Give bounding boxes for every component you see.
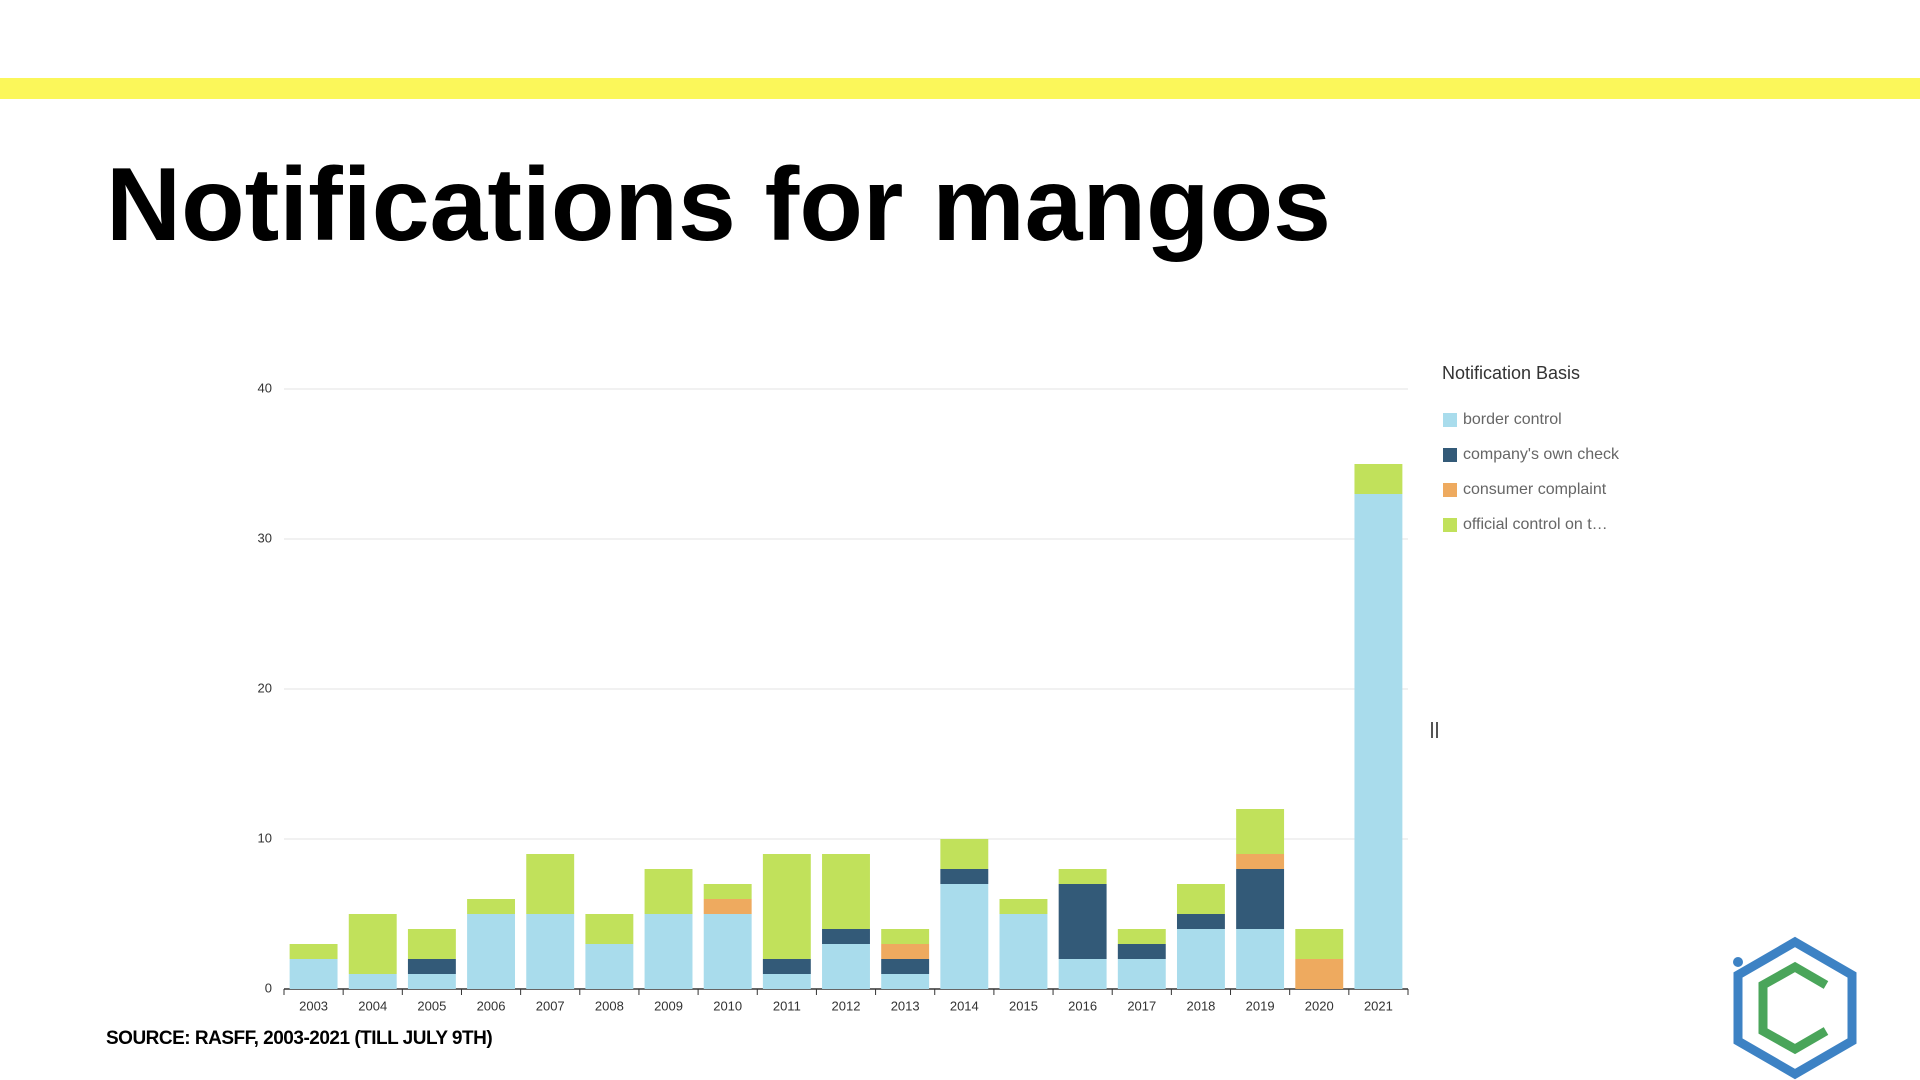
- bar-segment: [1176, 929, 1225, 989]
- legend-title: Notification Basis: [1442, 363, 1580, 383]
- bar-segment: [1236, 929, 1285, 989]
- legend-label: official control on t…: [1463, 516, 1608, 533]
- bar-segment: [289, 959, 338, 989]
- x-tick-label: 2005: [417, 998, 446, 1013]
- bar-segment: [1117, 959, 1166, 989]
- x-tick-label: 2017: [1127, 998, 1156, 1013]
- bar-segment: [762, 974, 811, 989]
- bar-segment: [1354, 464, 1403, 494]
- x-tick-label: 2015: [1009, 998, 1038, 1013]
- bar-segment: [407, 974, 456, 989]
- legend-swatch: [1443, 448, 1457, 462]
- x-tick-label: 2012: [832, 998, 861, 1013]
- bar-segment: [881, 974, 930, 989]
- x-tick-label: 2019: [1246, 998, 1275, 1013]
- y-tick-label: 30: [258, 530, 272, 545]
- x-tick-label: 2009: [654, 998, 683, 1013]
- legend-label: company's own check: [1463, 446, 1620, 463]
- bar-segment: [1117, 929, 1166, 944]
- bar-segment: [703, 914, 752, 989]
- bar-segment: [999, 914, 1048, 989]
- bar-segment: [940, 884, 989, 989]
- legend-swatch: [1443, 413, 1457, 427]
- bar-segment: [1117, 944, 1166, 959]
- bar-segment: [881, 929, 930, 944]
- bar-segment: [526, 854, 575, 914]
- resize-handle[interactable]: [1431, 722, 1438, 738]
- bar-segment: [1295, 929, 1344, 959]
- bar-segment: [289, 944, 338, 959]
- bar-segment: [467, 899, 516, 914]
- bar-segment: [822, 929, 870, 944]
- bar-segment: [881, 959, 930, 974]
- accent-band: [0, 78, 1920, 99]
- bar-segment: [881, 944, 930, 959]
- x-tick-label: 2016: [1068, 998, 1097, 1013]
- x-tick-label: 2018: [1186, 998, 1215, 1013]
- legend-label: border control: [1463, 411, 1562, 428]
- x-tick-label: 2020: [1305, 998, 1334, 1013]
- bar-segment: [1354, 494, 1403, 989]
- bar-segment: [644, 869, 693, 914]
- bar-segment: [822, 854, 870, 929]
- x-tick-label: 2004: [358, 998, 387, 1013]
- x-tick-label: 2021: [1364, 998, 1393, 1013]
- x-tick-label: 2007: [536, 998, 565, 1013]
- bar-segment: [1176, 914, 1225, 929]
- legend-label: consumer complaint: [1463, 481, 1607, 498]
- bar-segment: [940, 869, 989, 884]
- logo: [1733, 936, 1857, 1080]
- bar-segment: [407, 959, 456, 974]
- bar-segment: [407, 929, 456, 959]
- bar-segment: [526, 914, 575, 989]
- x-tick-label: 2013: [891, 998, 920, 1013]
- bar-segment: [1176, 884, 1225, 914]
- bar-segment: [703, 884, 752, 899]
- bar-segment: [1236, 809, 1285, 854]
- slide-title: Notifications for mangos: [106, 147, 1331, 263]
- x-tick-label: 2011: [773, 998, 801, 1013]
- legend-swatch: [1443, 483, 1457, 497]
- source-note: SOURCE: RASFF, 2003-2021 (TILL JULY 9TH): [106, 1028, 492, 1049]
- bar-segment: [822, 944, 870, 989]
- y-tick-label: 0: [265, 980, 272, 995]
- bar-segment: [762, 959, 811, 974]
- bar-segment: [585, 944, 634, 989]
- bar-segment: [703, 899, 752, 914]
- bar-segment: [644, 914, 693, 989]
- x-tick-label: 2006: [477, 998, 506, 1013]
- bar-segment: [467, 914, 516, 989]
- x-tick-label: 2003: [299, 998, 328, 1013]
- bar-segment: [1236, 869, 1285, 929]
- y-tick-label: 40: [258, 380, 272, 395]
- legend-swatch: [1443, 518, 1457, 532]
- bar-segment: [999, 899, 1048, 914]
- y-tick-label: 20: [258, 680, 272, 695]
- bar-segment: [762, 854, 811, 959]
- bar-segment: [1236, 854, 1285, 869]
- bar-segment: [1058, 884, 1107, 959]
- x-tick-label: 2010: [713, 998, 742, 1013]
- bar-segment: [348, 974, 397, 989]
- bar-segment: [348, 914, 397, 974]
- y-tick-label: 10: [258, 830, 272, 845]
- x-tick-label: 2014: [950, 998, 979, 1013]
- bar-segment: [1058, 959, 1107, 989]
- bar-segment: [1295, 959, 1344, 989]
- x-tick-label: 2008: [595, 998, 624, 1013]
- bar-segment: [940, 839, 989, 869]
- bar-segment: [585, 914, 634, 944]
- bar-segment: [1058, 869, 1107, 884]
